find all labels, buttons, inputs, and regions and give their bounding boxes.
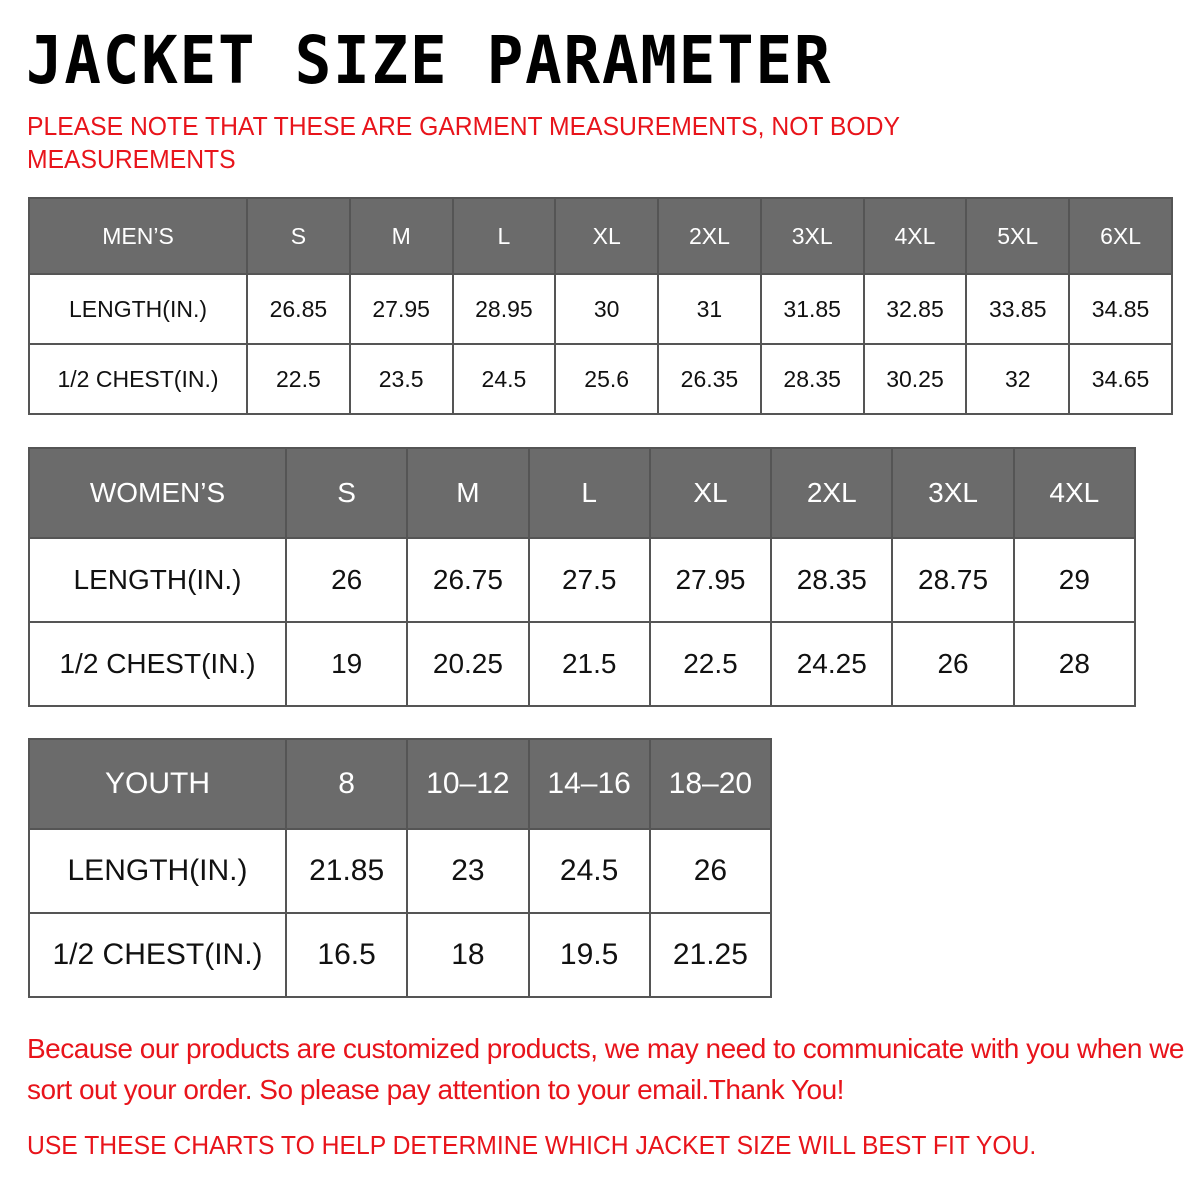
value-cell: 28.95 xyxy=(451,273,557,345)
value-cell: 32 xyxy=(965,343,1071,415)
size-header-cell: M xyxy=(348,197,454,275)
size-header-cell: S xyxy=(284,447,409,539)
value-cell: 19 xyxy=(284,621,409,707)
table-row: 1/2 CHEST(IN.) 19 20.25 21.5 22.5 24.25 26 28 xyxy=(28,621,1137,707)
size-header-cell: 2XL xyxy=(657,197,762,275)
value-cell: 31.85 xyxy=(759,273,865,345)
table-row: LENGTH(IN.) 26.85 27.95 28.95 30 31 31.85 32.85… xyxy=(28,273,1173,345)
youth-size-table: YOUTH 8 10–12 14–16 18–20 LENGTH(IN.) 21.85 23 2… xyxy=(28,738,773,998)
value-cell: 26.75 xyxy=(406,537,530,623)
value-cell: 34.65 xyxy=(1068,343,1173,415)
value-cell: 24.5 xyxy=(527,828,651,914)
size-header-cell: 18–20 xyxy=(648,738,773,830)
size-header-cell: XL xyxy=(554,197,660,275)
value-cell: 30 xyxy=(554,273,660,345)
size-header-cell: 4XL xyxy=(862,197,968,275)
page-title: JACKET SIZE PARAMETER xyxy=(26,22,833,99)
value-cell: 26 xyxy=(284,537,409,623)
size-header-cell: 10–12 xyxy=(406,738,530,830)
size-header-cell: 8 xyxy=(284,738,409,830)
row-label-cell: 1/2 CHEST(IN.) xyxy=(28,912,287,998)
size-header-cell: L xyxy=(451,197,557,275)
value-cell: 28.35 xyxy=(759,343,865,415)
size-header-cell: S xyxy=(246,197,351,275)
footer-note: USE THESE CHARTS TO HELP DETERMINE WHICH… xyxy=(27,1130,1037,1160)
value-cell: 26 xyxy=(891,621,1015,707)
table-title-cell: WOMEN’S xyxy=(28,447,287,539)
table-row: LENGTH(IN.) 26 26.75 27.5 27.95 28.35 28.75 29 xyxy=(28,537,1137,623)
size-header-cell: 5XL xyxy=(965,197,1071,275)
value-cell: 33.85 xyxy=(965,273,1071,345)
size-header-cell: XL xyxy=(648,447,773,539)
size-header-cell: L xyxy=(527,447,651,539)
value-cell: 19.5 xyxy=(527,912,651,998)
size-header-cell: M xyxy=(406,447,530,539)
value-cell: 28 xyxy=(1012,621,1137,707)
row-label-cell: LENGTH(IN.) xyxy=(28,828,287,914)
value-cell: 25.6 xyxy=(554,343,660,415)
value-cell: 28.35 xyxy=(770,537,894,623)
row-label-cell: 1/2 CHEST(IN.) xyxy=(28,621,287,707)
table-row: 1/2 CHEST(IN.) 22.5 23.5 24.5 25.6 26.35 28.35… xyxy=(28,343,1173,415)
value-cell: 22.5 xyxy=(648,621,773,707)
value-cell: 21.5 xyxy=(527,621,651,707)
value-cell: 20.25 xyxy=(406,621,530,707)
value-cell: 18 xyxy=(406,912,530,998)
value-cell: 26 xyxy=(648,828,773,914)
mens-size-table: MEN’S S M L XL 2XL 3XL 4XL 5XL 6XL LENGTH(IN.) 26.8… xyxy=(28,197,1173,415)
value-cell: 24.25 xyxy=(770,621,894,707)
value-cell: 21.25 xyxy=(648,912,773,998)
table-title-cell: YOUTH xyxy=(28,738,287,830)
size-header-cell: 6XL xyxy=(1068,197,1173,275)
womens-size-table: WOMEN’S S M L XL 2XL 3XL 4XL LENGTH(IN.) 26 26.75 2… xyxy=(28,447,1137,707)
header-row: WOMEN’S S M L XL 2XL 3XL 4XL xyxy=(28,447,1137,539)
value-cell: 29 xyxy=(1012,537,1137,623)
header-row: YOUTH 8 10–12 14–16 18–20 xyxy=(28,738,773,830)
value-cell: 34.85 xyxy=(1068,273,1173,345)
value-cell: 27.95 xyxy=(648,537,773,623)
table-row: 1/2 CHEST(IN.) 16.5 18 19.5 21.25 xyxy=(28,912,773,998)
value-cell: 23 xyxy=(406,828,530,914)
size-header-cell: 3XL xyxy=(891,447,1015,539)
value-cell: 16.5 xyxy=(284,912,409,998)
row-label-cell: LENGTH(IN.) xyxy=(28,537,287,623)
value-cell: 22.5 xyxy=(246,343,351,415)
row-label-cell: LENGTH(IN.) xyxy=(28,273,248,345)
value-cell: 21.85 xyxy=(284,828,409,914)
value-cell: 23.5 xyxy=(348,343,454,415)
value-cell: 32.85 xyxy=(862,273,968,345)
table-row: LENGTH(IN.) 21.85 23 24.5 26 xyxy=(28,828,773,914)
table-title-cell: MEN’S xyxy=(28,197,248,275)
size-header-cell: 3XL xyxy=(759,197,865,275)
value-cell: 27.95 xyxy=(348,273,454,345)
header-row: MEN’S S M L XL 2XL 3XL 4XL 5XL 6XL xyxy=(28,197,1173,275)
customization-message: Because our products are customized prod… xyxy=(27,1033,1185,1105)
value-cell: 27.5 xyxy=(527,537,651,623)
size-header-cell: 2XL xyxy=(770,447,894,539)
size-header-cell: 14–16 xyxy=(527,738,651,830)
measurement-note: PLEASE NOTE THAT THESE ARE GARMENT MEASU… xyxy=(27,111,900,174)
row-label-cell: 1/2 CHEST(IN.) xyxy=(28,343,248,415)
value-cell: 30.25 xyxy=(862,343,968,415)
value-cell: 24.5 xyxy=(451,343,557,415)
value-cell: 28.75 xyxy=(891,537,1015,623)
value-cell: 26.35 xyxy=(657,343,762,415)
size-header-cell: 4XL xyxy=(1012,447,1137,539)
value-cell: 31 xyxy=(657,273,762,345)
value-cell: 26.85 xyxy=(246,273,351,345)
